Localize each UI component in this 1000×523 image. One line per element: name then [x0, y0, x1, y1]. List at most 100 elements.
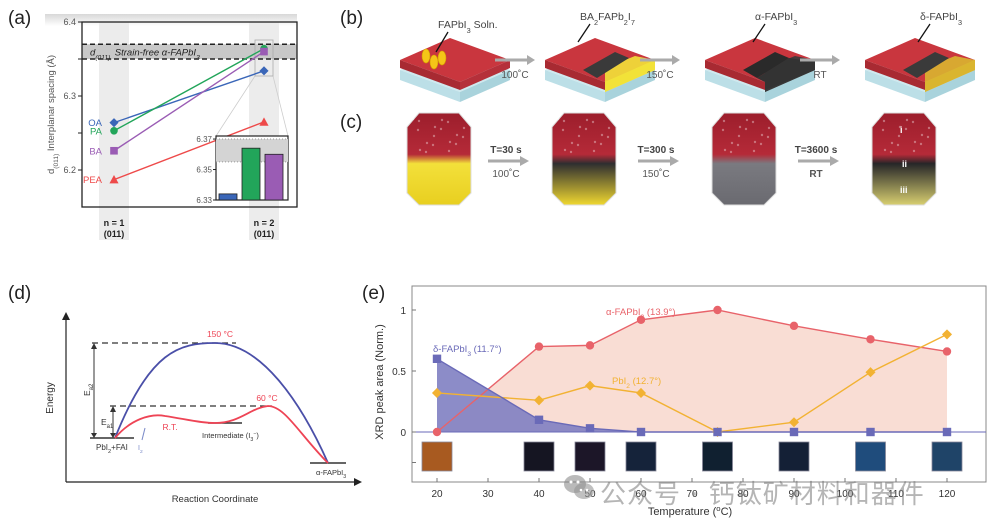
black-phase-ridge	[583, 52, 629, 78]
marker-ba	[260, 47, 268, 56]
substrate-left	[545, 70, 605, 102]
series-label-delta: δ-FAPbI3 (11.7°)	[433, 344, 502, 358]
y-tick-label: 6.3	[63, 91, 76, 101]
texture-speck	[425, 141, 429, 145]
texture-speck	[462, 126, 466, 130]
arrow-condition: RT	[809, 169, 822, 180]
texture-speck	[607, 126, 611, 130]
texture-speck	[767, 126, 771, 130]
texture-speck	[424, 150, 428, 154]
texture-speck	[455, 133, 459, 137]
texture-speck	[890, 141, 894, 145]
texture-speck	[569, 150, 573, 154]
film-swatch	[574, 441, 606, 472]
data-point-pbi2	[788, 417, 800, 428]
solution-droplet	[437, 50, 447, 66]
arrow-condition: 100˚C	[501, 69, 528, 81]
texture-speck	[912, 149, 916, 153]
area-delta-fapbi3	[437, 358, 947, 432]
inset-y-tick-label: 6.35	[196, 166, 212, 175]
series-label-alpha: α-FAPbI3 (13.9°)	[606, 307, 676, 321]
series-line-delta	[436, 358, 947, 433]
label-start: PbI2+FAI	[96, 443, 128, 455]
black-phase-ridge	[903, 52, 949, 78]
zoom-guide	[215, 75, 256, 137]
label-60c: 60 °C	[256, 393, 277, 403]
panel-label-c: (c)	[340, 112, 363, 133]
film-block-4	[865, 38, 975, 102]
data-point-alpha	[432, 427, 442, 437]
label-intermediate: Intermediate (I3−)	[202, 431, 259, 443]
texture-speck	[759, 142, 763, 146]
arrow-head	[672, 55, 680, 65]
strain-free-band	[82, 44, 297, 59]
region-mark: i	[900, 125, 903, 135]
texture-speck	[744, 127, 748, 131]
arrow-condition: 150˚C	[642, 168, 669, 180]
phase-label-4: δ-FAPbI3	[920, 11, 962, 27]
arrow-head	[110, 433, 116, 438]
data-point-alpha	[942, 347, 952, 356]
arrow-time: T=30 s	[490, 145, 522, 156]
texture-speck	[911, 120, 915, 124]
texture-speck	[585, 118, 589, 122]
x-tick-label: 30	[482, 489, 494, 500]
texture-speck	[882, 119, 886, 123]
solution-droplet	[429, 54, 439, 70]
data-point-pbi2	[635, 387, 647, 398]
data-point-delta	[636, 427, 646, 437]
data-point-alpha	[866, 335, 875, 344]
data-point-alpha	[713, 305, 722, 315]
category-sublabel: (011)	[254, 229, 275, 239]
area-alpha-fapbi3	[437, 310, 947, 432]
chart-interplanar-spacing: d(011), Strain-free α-FAPbI3 6.2 6.3 6.4 d(0…	[45, 14, 298, 240]
film-block-3	[705, 38, 815, 102]
series-line-pbi2	[436, 333, 948, 433]
ea1-label: Ea1	[101, 417, 114, 430]
panel-label-b: (b)	[340, 8, 364, 29]
legend-label-ba: BA	[89, 146, 102, 157]
x-tick-label: 120	[939, 489, 956, 500]
film-swatch	[778, 441, 810, 472]
data-point-delta	[432, 354, 442, 363]
arrow-time: T=3600 s	[795, 145, 838, 156]
film-swatch	[523, 441, 555, 472]
x-tick-label: 40	[533, 489, 545, 500]
legend-label-oa: OA	[88, 118, 102, 129]
data-point-pbi2	[941, 329, 953, 340]
black-phase-region	[757, 58, 815, 90]
texture-speck	[760, 133, 764, 137]
series-line-alpha	[436, 309, 948, 433]
data-point-alpha	[636, 315, 646, 324]
data-point-delta	[585, 424, 595, 433]
texture-speck	[737, 134, 741, 138]
sample-photo-1	[406, 112, 472, 206]
inset-bar-oa	[218, 193, 238, 201]
y-axis-label: d(011) Interplanar spacing (Å)	[46, 55, 60, 174]
film-swatch	[855, 441, 886, 472]
label-end: α-FAPbI3	[316, 468, 346, 480]
film-swatch	[421, 441, 453, 472]
texture-speck	[889, 150, 893, 154]
legend-label-pea: PEA	[83, 175, 103, 186]
texture-speck	[736, 143, 740, 147]
arrow-head	[832, 55, 840, 65]
marker-ba	[110, 146, 118, 155]
phase-label-3: α-FAPbI3	[755, 11, 797, 27]
substrate-right	[605, 70, 655, 102]
texture-speck	[729, 150, 733, 154]
substrate-right	[925, 70, 975, 102]
texture-speck	[439, 127, 443, 131]
x-tick-label: 110	[888, 489, 904, 500]
arrow-condition: 100˚C	[492, 168, 519, 180]
chart-xrd-peak-area: α-FAPbI3 (13.9°) PbI2 (12.7°) δ-FAPbI3 (11…	[374, 285, 987, 518]
substrate-right	[460, 70, 510, 102]
inset-bar-pa	[241, 147, 261, 201]
marker-pea	[109, 175, 119, 184]
inset-bar-ba	[264, 153, 284, 201]
category-label: n = 2	[254, 218, 275, 228]
panel-label-d: (d)	[8, 283, 32, 304]
texture-speck	[576, 143, 580, 147]
data-point-alpha	[789, 321, 799, 331]
category-sublabel: (011)	[104, 229, 125, 239]
